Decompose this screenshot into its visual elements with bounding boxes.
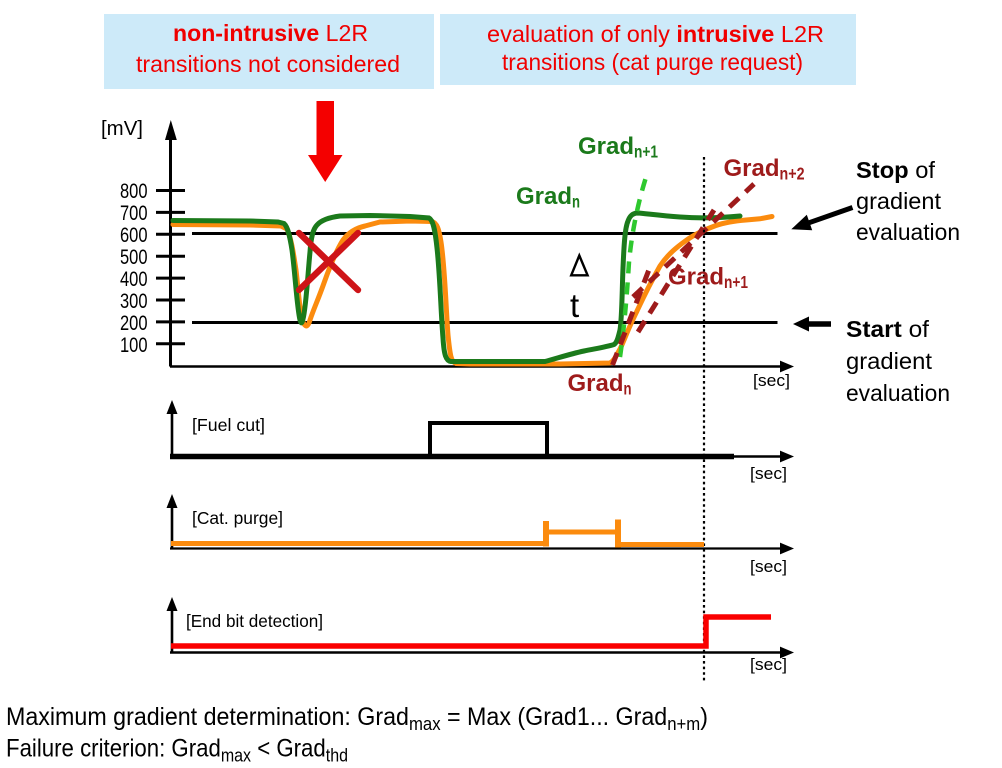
svg-text:300: 300 [120,290,148,313]
svg-text:[sec]: [sec] [750,655,787,674]
svg-text:transitions (cat purge request: transitions (cat purge request) [502,49,803,75]
svg-text:200: 200 [120,312,148,335]
svg-text:Stop of: Stop of [856,157,936,183]
svg-text:Maximum gradient determination: Maximum gradient determination: Gradmax … [6,703,708,734]
svg-text:[sec]: [sec] [753,371,790,390]
svg-text:[mV]: [mV] [101,117,143,140]
svg-text:600: 600 [120,224,148,247]
svg-text:[Fuel cut]: [Fuel cut] [192,415,265,435]
svg-text:100: 100 [120,334,148,357]
svg-text:[Cat. purge]: [Cat. purge] [192,508,283,528]
svg-text:non-intrusive L2R: non-intrusive L2R [173,20,368,46]
svg-text:Gradn: Gradn [568,370,632,399]
svg-text:[End bit detection]: [End bit detection] [186,611,323,631]
svg-text:500: 500 [120,246,148,269]
svg-text:700: 700 [120,202,148,225]
svg-text:[sec]: [sec] [750,557,787,576]
svg-text:evaluation: evaluation [846,380,950,406]
svg-text:gradient: gradient [856,188,942,214]
svg-text:gradient: gradient [846,348,933,374]
svg-text:Gradn+2: Gradn+2 [724,155,805,184]
svg-text:[sec]: [sec] [750,464,787,483]
svg-text:Start of: Start of [846,316,930,342]
svg-text:400: 400 [120,268,148,291]
svg-text:Failure criterion: Gradmax < G: Failure criterion: Gradmax < Gradthd [6,735,348,766]
svg-text:t: t [570,287,579,324]
svg-text:evaluation of only intrusive L: evaluation of only intrusive L2R [487,21,824,47]
svg-text:Gradn: Gradn [516,183,580,212]
svg-text:800: 800 [120,180,148,203]
svg-text:evaluation: evaluation [856,219,960,245]
svg-text:transitions not considered: transitions not considered [136,51,400,77]
